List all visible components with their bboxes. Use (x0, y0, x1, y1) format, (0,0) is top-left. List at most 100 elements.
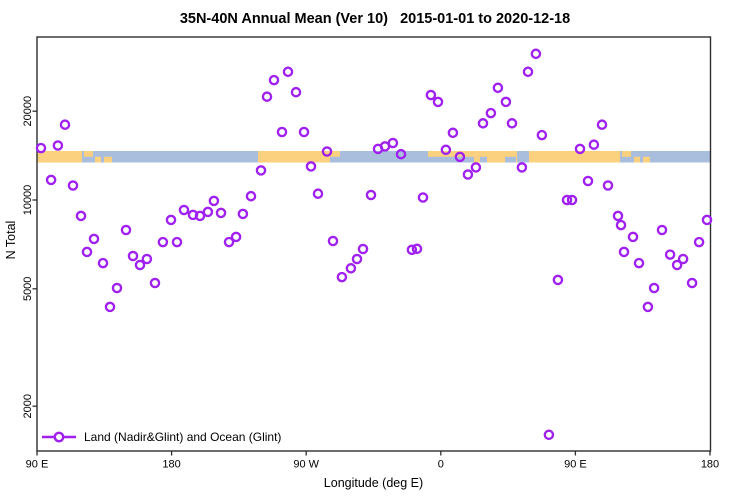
data-point (345, 263, 357, 274)
land-segment (529, 151, 621, 163)
data-point (500, 96, 512, 108)
data-point (566, 194, 578, 206)
data-point (462, 169, 474, 180)
data-point (141, 253, 153, 265)
ocean-strip (37, 151, 711, 163)
data-point (178, 204, 190, 216)
land-segment (104, 156, 112, 163)
land-segment (329, 151, 340, 157)
data-point (454, 151, 466, 163)
data-point (596, 119, 608, 130)
data-point (194, 210, 206, 222)
data-point (552, 274, 564, 286)
data-point (312, 188, 324, 199)
data-point (202, 206, 214, 218)
data-point (615, 219, 627, 231)
data-point (104, 301, 116, 313)
data-point (290, 86, 302, 98)
x-tick-label: 90 E (564, 459, 587, 471)
data-point (693, 236, 705, 248)
data-point (171, 236, 183, 248)
land-segment (487, 151, 518, 163)
data-point (282, 66, 294, 78)
ocean-patch (505, 156, 517, 163)
data-point (149, 277, 161, 289)
data-point (357, 243, 369, 255)
data-point (387, 137, 399, 149)
y-tick-label: 10000 (22, 185, 34, 216)
data-point (530, 48, 542, 60)
data-point (336, 271, 348, 283)
data-point (97, 257, 109, 269)
data-point (111, 282, 123, 294)
data-point (642, 301, 654, 313)
data-point (516, 162, 528, 173)
data-point (561, 194, 573, 206)
x-tick-label: 90 E (26, 459, 49, 471)
data-point (470, 162, 482, 173)
chart-title: 35N-40N Annual Mean (Ver 10) 2015-01-01 … (179, 11, 571, 27)
y-tick-label: 5000 (22, 277, 34, 301)
data-point (506, 118, 518, 129)
data-point (230, 231, 242, 243)
land-segment (95, 156, 102, 163)
data-point (165, 214, 177, 226)
land-segment (474, 156, 480, 163)
data-point (406, 244, 418, 256)
land-segment (37, 151, 83, 163)
data-point (351, 253, 363, 265)
data-point (157, 236, 169, 248)
data-point (492, 82, 504, 94)
data-point (477, 118, 489, 129)
data-point (612, 210, 624, 222)
data-point (81, 246, 93, 258)
data-point (215, 207, 227, 219)
data-point (447, 127, 459, 139)
data-point (237, 208, 249, 220)
x-axis-label: Longitude (deg E) (323, 476, 424, 490)
land-segment (622, 151, 632, 157)
data-point (522, 66, 534, 78)
data-point (327, 235, 339, 247)
x-tick-label: 90 W (293, 459, 319, 471)
legend: Land (Nadir&Glint) and Ocean (Glint) (41, 428, 281, 445)
data-point (574, 143, 586, 155)
data-point (134, 259, 146, 271)
x-tick-label: 0 (438, 459, 444, 471)
plot-border (36, 36, 712, 452)
data-point (305, 161, 317, 172)
data-point (365, 189, 377, 201)
legend-marker-icon (42, 431, 76, 442)
data-point (588, 139, 600, 150)
data-point (45, 174, 57, 186)
data-point (440, 144, 452, 156)
data-point (395, 148, 407, 160)
data-point (208, 195, 220, 207)
land-segment (634, 156, 641, 163)
y-tick-label: 20000 (22, 96, 34, 127)
legend-circle (53, 431, 65, 442)
data-point (59, 119, 71, 130)
x-tick-label: 180 (162, 459, 180, 471)
data-point (298, 126, 310, 138)
data-point (35, 142, 47, 154)
land-segment (642, 156, 651, 163)
data-point (75, 210, 87, 222)
data-point (602, 180, 614, 191)
data-point (627, 231, 639, 243)
data-point (701, 214, 713, 226)
data-point (536, 129, 548, 141)
data-point (255, 165, 267, 176)
data-point (276, 126, 288, 138)
data-point (543, 429, 555, 441)
data-point (485, 107, 497, 119)
data-point (52, 140, 64, 151)
data-point (223, 236, 235, 248)
data-point (321, 146, 333, 157)
data-point (648, 282, 660, 294)
legend-label: Land (Nadir&Glint) and Ocean (Glint) (84, 429, 282, 444)
data-point (686, 277, 698, 289)
y-axis-label: N Total (4, 220, 18, 260)
data-point (582, 175, 594, 187)
